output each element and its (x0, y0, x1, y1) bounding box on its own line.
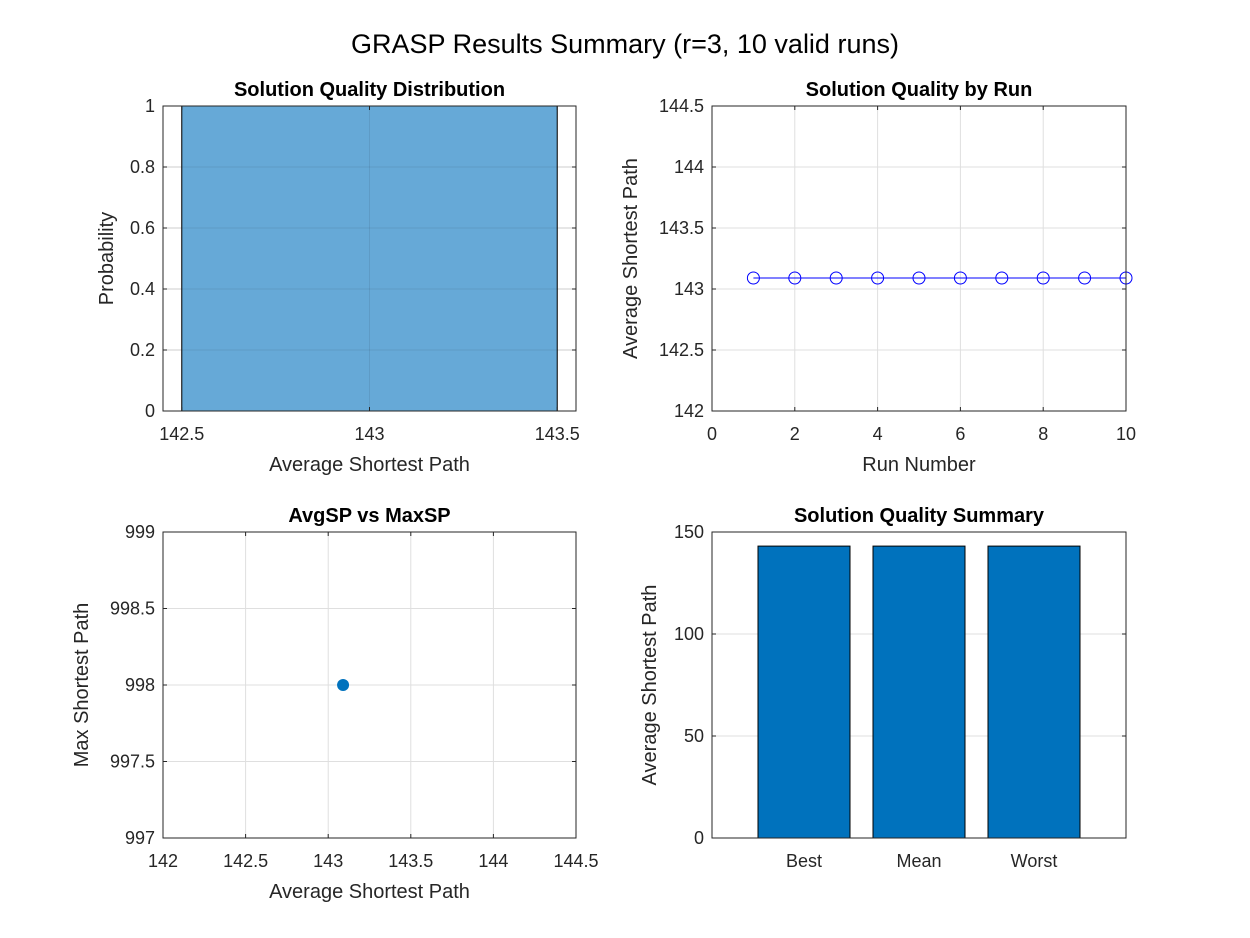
line-panel: 0 2 4 6 8 10 142 142.5 143 143.5 144 144.5 Solution … (620, 79, 1136, 476)
line-point-6 (995, 271, 1009, 285)
line-axes-box (711, 105, 1127, 412)
summary-panel: Best Mean Worst 0 50 100 150 Solution Quality S… (639, 505, 1127, 871)
line-point-2 (829, 271, 843, 285)
line-xtick-label-2: 4 (873, 424, 883, 444)
line-point-3 (871, 271, 885, 285)
line-axes-bg (712, 106, 1126, 411)
line-point-1 (788, 271, 802, 285)
hist-xtick-label-0: 142.5 (159, 424, 204, 444)
hist-ytick-label-0: 0 (145, 401, 155, 421)
scatter-point-0 (337, 679, 350, 691)
hist-ylabel: Probability (96, 212, 118, 305)
summary-xtick-label-1: Mean (896, 851, 941, 871)
scatter-ylabel: Max Shortest Path (71, 603, 93, 768)
hist-bin-0 (181, 105, 558, 412)
line-ytick-label-2: 143 (674, 279, 704, 299)
summary-axes-box (711, 531, 1127, 839)
line-point-8 (1078, 271, 1092, 285)
line-xtick-label-4: 8 (1038, 424, 1048, 444)
hist-xlabel: Average Shortest Path (269, 454, 470, 476)
summary-xtick-label-2: Worst (1011, 851, 1058, 871)
line-point-5 (953, 271, 967, 285)
hist-title: Solution Quality Distribution (234, 79, 505, 101)
summary-ytick-label-0: 0 (694, 828, 704, 848)
summary-ytick-label-1: 50 (684, 726, 704, 746)
summary-ylabel: Average Shortest Path (639, 585, 661, 786)
summary-title: Solution Quality Summary (794, 505, 1045, 527)
summary-bar-0 (757, 545, 851, 839)
line-ytick-label-3: 143.5 (659, 218, 704, 238)
hist-ytick-label-4: 0.8 (130, 157, 155, 177)
hist-ytick-label-2: 0.4 (130, 279, 155, 299)
scatter-xtick-label-2: 143 (313, 851, 343, 871)
hist-xtick-label-1: 143 (354, 424, 384, 444)
line-ylabel: Average Shortest Path (620, 158, 642, 359)
scatter-xtick-label-3: 143.5 (388, 851, 433, 871)
summary-xtick-label-0: Best (786, 851, 822, 871)
scatter-xtick-label-0: 142 (148, 851, 178, 871)
line-xtick-label-3: 6 (955, 424, 965, 444)
hist-panel: 142.5 143 143.5 0 0.2 0.4 0.6 0.8 1 Solution Qual… (96, 79, 580, 476)
hist-xtick-label-2: 143.5 (535, 424, 580, 444)
hist-ytick-label-5: 1 (145, 96, 155, 116)
line-xtick-label-0: 0 (707, 424, 717, 444)
line-ytick-label-0: 142 (674, 401, 704, 421)
hist-ytick-label-3: 0.6 (130, 218, 155, 238)
scatter-xlabel: Average Shortest Path (269, 881, 470, 903)
summary-ytick-label-2: 100 (674, 624, 704, 644)
line-title: Solution Quality by Run (806, 79, 1033, 101)
line-point-7 (1036, 271, 1050, 285)
scatter-ytick-label-4: 999 (125, 522, 155, 542)
scatter-ytick-label-3: 998.5 (110, 599, 155, 619)
hist-ytick-label-1: 0.2 (130, 340, 155, 360)
figure-title: GRASP Results Summary (r=3, 10 valid run… (351, 29, 899, 59)
line-xlabel: Run Number (862, 454, 976, 476)
scatter-xtick-label-5: 144.5 (553, 851, 598, 871)
scatter-title: AvgSP vs MaxSP (288, 505, 450, 527)
scatter-panel: 142 142.5 143 143.5 144 144.5 997 997.5 998 998.5… (71, 505, 599, 903)
line-point-0 (746, 271, 760, 285)
scatter-ytick-label-1: 997.5 (110, 752, 155, 772)
summary-ytick-label-3: 150 (674, 522, 704, 542)
scatter-xtick-label-4: 144 (478, 851, 508, 871)
line-ytick-label-4: 144 (674, 157, 704, 177)
line-xtick-label-1: 2 (790, 424, 800, 444)
scatter-ytick-label-2: 998 (125, 675, 155, 695)
line-ytick-label-5: 144.5 (659, 96, 704, 116)
line-xtick-label-5: 10 (1116, 424, 1136, 444)
line-ytick-label-1: 142.5 (659, 340, 704, 360)
scatter-xtick-label-1: 142.5 (223, 851, 268, 871)
summary-bar-1 (872, 545, 966, 839)
scatter-ytick-label-0: 997 (125, 828, 155, 848)
summary-bar-2 (987, 545, 1081, 839)
line-point-4 (912, 271, 926, 285)
